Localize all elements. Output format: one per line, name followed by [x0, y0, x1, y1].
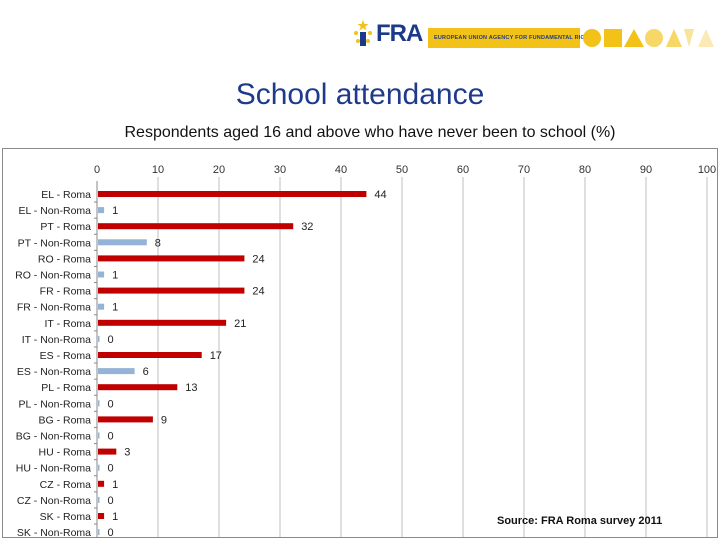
x-tick-label: 100 — [698, 164, 716, 176]
bar — [98, 496, 100, 503]
data-label: 32 — [301, 221, 313, 233]
bar — [98, 432, 100, 439]
data-label: 1 — [112, 479, 118, 491]
data-label: 0 — [108, 334, 114, 346]
category-label: PL - Non-Roma — [18, 398, 91, 410]
x-tick-label: 50 — [396, 164, 408, 176]
data-label: 8 — [155, 237, 161, 249]
decorative-shapes-icon — [583, 29, 714, 47]
bar — [98, 239, 147, 246]
data-label: 3 — [124, 447, 130, 459]
bar — [98, 319, 227, 326]
bar — [98, 223, 294, 230]
category-label: EL - Non-Roma — [18, 205, 91, 217]
banner-text: EUROPEAN UNION AGENCY FOR FUNDAMENTAL RI… — [434, 35, 597, 41]
agency-banner: EUROPEAN UNION AGENCY FOR FUNDAMENTAL RI… — [428, 28, 597, 48]
category-label: IT - Non-Roma — [22, 334, 91, 346]
bar — [98, 513, 105, 519]
category-label: HU - Non-Roma — [16, 463, 91, 475]
x-tick-label: 30 — [274, 164, 286, 176]
source-note: Source: FRA Roma survey 2011 — [497, 515, 663, 527]
chart-subtitle: Respondents aged 16 and above who have n… — [124, 124, 616, 141]
bar — [98, 335, 100, 342]
bar — [98, 384, 178, 391]
bar — [98, 400, 100, 407]
logo-text: FRA — [376, 20, 423, 47]
bar — [98, 207, 105, 214]
bar — [98, 529, 100, 536]
data-label: 0 — [108, 431, 114, 443]
data-label: 0 — [108, 495, 114, 507]
bar — [98, 480, 105, 487]
bar — [98, 368, 135, 375]
category-label: ES - Roma — [40, 350, 92, 362]
header: FRA EUROPEAN UNION AGENCY FOR FUNDAMENTA… — [0, 0, 720, 60]
data-label: 21 — [234, 318, 246, 330]
data-label: 9 — [161, 414, 167, 426]
data-label: 6 — [143, 366, 149, 378]
category-label: PT - Non-Roma — [18, 237, 91, 249]
x-tick-label: 80 — [579, 164, 591, 176]
bar — [98, 464, 100, 471]
chart-area: 0 10 20 30 40 50 60 70 80 90 100 EL - Roma 44 EL - No… — [2, 148, 718, 538]
category-label: ES - Non-Roma — [17, 366, 91, 378]
x-tick-label: 0 — [94, 164, 100, 176]
bar — [98, 255, 245, 262]
data-label: 17 — [210, 350, 222, 362]
x-tick-label: 70 — [518, 164, 530, 176]
category-label: SK - Non-Roma — [17, 527, 91, 537]
eu-stars-icon — [354, 20, 372, 46]
category-label: FR - Roma — [40, 286, 91, 298]
data-label: 0 — [108, 463, 114, 475]
bar — [98, 287, 245, 294]
category-label: CZ - Roma — [40, 479, 91, 491]
x-tick-label: 40 — [335, 164, 347, 176]
chart-title: School attendance — [235, 78, 485, 111]
data-label: 24 — [252, 286, 264, 298]
data-label: 1 — [112, 270, 118, 282]
category-label: IT - Roma — [45, 318, 92, 330]
data-label: 1 — [112, 205, 118, 217]
data-label: 1 — [112, 511, 118, 523]
category-label: SK - Roma — [40, 511, 92, 523]
bar — [98, 448, 117, 455]
bar — [98, 416, 153, 423]
x-tick-label: 10 — [152, 164, 164, 176]
category-label: HU - Roma — [38, 447, 91, 459]
category-label: RO - Non-Roma — [15, 270, 91, 282]
category-label: BG - Non-Roma — [16, 431, 91, 443]
category-label: FR - Non-Roma — [17, 302, 91, 314]
bar — [98, 271, 105, 278]
x-tick-label: 60 — [457, 164, 469, 176]
data-label: 0 — [108, 527, 114, 537]
data-label: 1 — [112, 302, 118, 314]
data-label: 24 — [252, 253, 264, 265]
data-label: 44 — [374, 189, 386, 201]
category-label: EL - Roma — [41, 189, 91, 201]
bar — [98, 352, 202, 358]
category-label: CZ - Non-Roma — [17, 495, 91, 507]
x-tick-label: 90 — [640, 164, 652, 176]
data-label: 0 — [108, 398, 114, 410]
category-label: BG - Roma — [38, 414, 91, 426]
bar — [98, 191, 367, 197]
data-label: 13 — [185, 382, 197, 394]
x-tick-label: 20 — [213, 164, 225, 176]
category-label: PT - Roma — [40, 221, 91, 233]
bar — [98, 303, 105, 310]
category-label: PL - Roma — [41, 382, 91, 394]
category-label: RO - Roma — [38, 253, 91, 265]
